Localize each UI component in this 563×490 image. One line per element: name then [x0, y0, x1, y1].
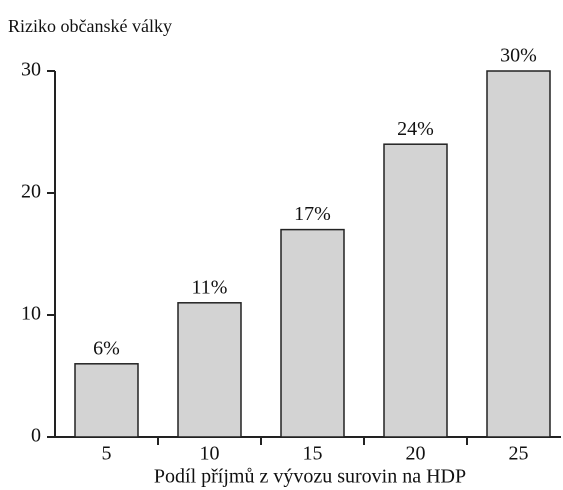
y-tick-label: 30	[21, 59, 41, 81]
x-tick-label: 10	[200, 443, 220, 465]
y-tick-label: 20	[21, 181, 41, 203]
bar	[74, 363, 139, 438]
data-label: 6%	[93, 337, 120, 359]
data-label: 11%	[192, 276, 228, 298]
x-tick-label: 25	[509, 443, 529, 465]
data-label: 17%	[294, 203, 331, 225]
y-tick-label: 10	[21, 303, 41, 325]
bar	[486, 70, 551, 438]
x-tick-label: 20	[406, 443, 426, 465]
data-label: 30%	[500, 45, 537, 67]
x-tick-label: 5	[102, 443, 112, 465]
y-tick-label: 0	[31, 425, 41, 447]
data-label: 24%	[397, 118, 434, 140]
bar	[177, 302, 242, 438]
x-axis-label: Podíl příjmů z vývozu surovin na HDP	[154, 466, 466, 488]
bar	[383, 143, 448, 438]
bar	[280, 228, 345, 438]
chart-title: Riziko občanské války	[8, 16, 172, 36]
x-tick-label: 15	[303, 443, 323, 465]
